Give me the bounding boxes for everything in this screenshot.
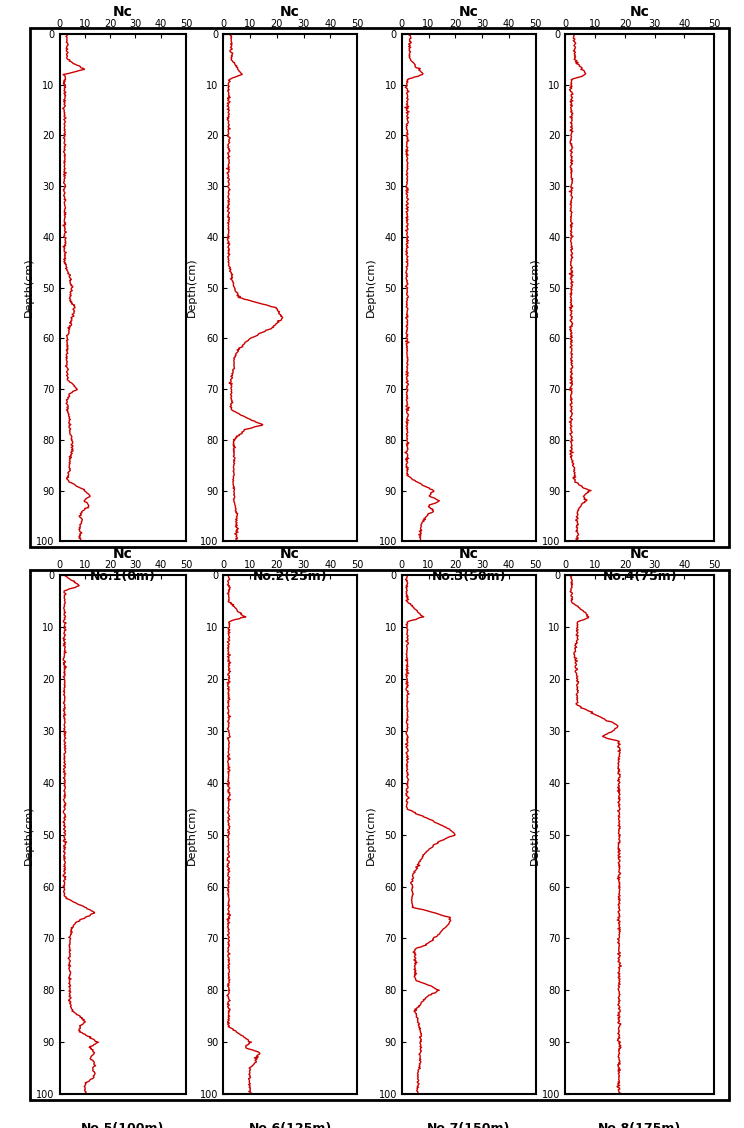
Y-axis label: Depth(cm): Depth(cm) [530,805,539,864]
X-axis label: Nc: Nc [459,547,478,561]
Text: No.5(100m): No.5(100m) [81,1122,164,1128]
Text: No.2(25m): No.2(25m) [253,570,327,583]
Text: No.7(150m): No.7(150m) [427,1122,510,1128]
Y-axis label: Depth(cm): Depth(cm) [24,805,33,864]
Y-axis label: Depth(cm): Depth(cm) [366,258,376,317]
Y-axis label: Depth(cm): Depth(cm) [366,805,376,864]
X-axis label: Nc: Nc [459,6,478,19]
Text: No.6(125m): No.6(125m) [248,1122,332,1128]
Text: No.3(50m): No.3(50m) [432,570,506,583]
Y-axis label: Depth(cm): Depth(cm) [187,805,197,864]
Text: No.8(175m): No.8(175m) [598,1122,682,1128]
X-axis label: Nc: Nc [280,547,300,561]
X-axis label: Nc: Nc [113,547,132,561]
X-axis label: Nc: Nc [630,6,650,19]
X-axis label: Nc: Nc [280,6,300,19]
X-axis label: Nc: Nc [630,547,650,561]
Text: No.4(75m): No.4(75m) [603,570,677,583]
Text: No.1(0m): No.1(0m) [90,570,155,583]
Y-axis label: Depth(cm): Depth(cm) [24,258,33,317]
Y-axis label: Depth(cm): Depth(cm) [530,258,539,317]
X-axis label: Nc: Nc [113,6,132,19]
Y-axis label: Depth(cm): Depth(cm) [187,258,197,317]
